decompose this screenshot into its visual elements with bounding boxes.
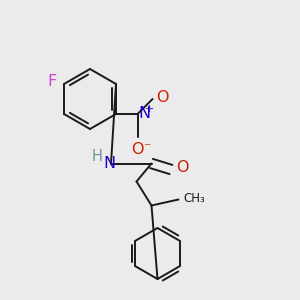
Text: F: F (47, 74, 56, 89)
Text: O: O (176, 160, 189, 175)
Text: O: O (131, 142, 143, 157)
Text: N: N (139, 106, 151, 121)
Text: O: O (156, 90, 169, 105)
Text: ⁻: ⁻ (143, 141, 150, 155)
Text: H: H (91, 149, 102, 164)
Text: CH₃: CH₃ (183, 191, 205, 205)
Text: +: + (145, 103, 154, 114)
Text: N: N (103, 156, 116, 171)
